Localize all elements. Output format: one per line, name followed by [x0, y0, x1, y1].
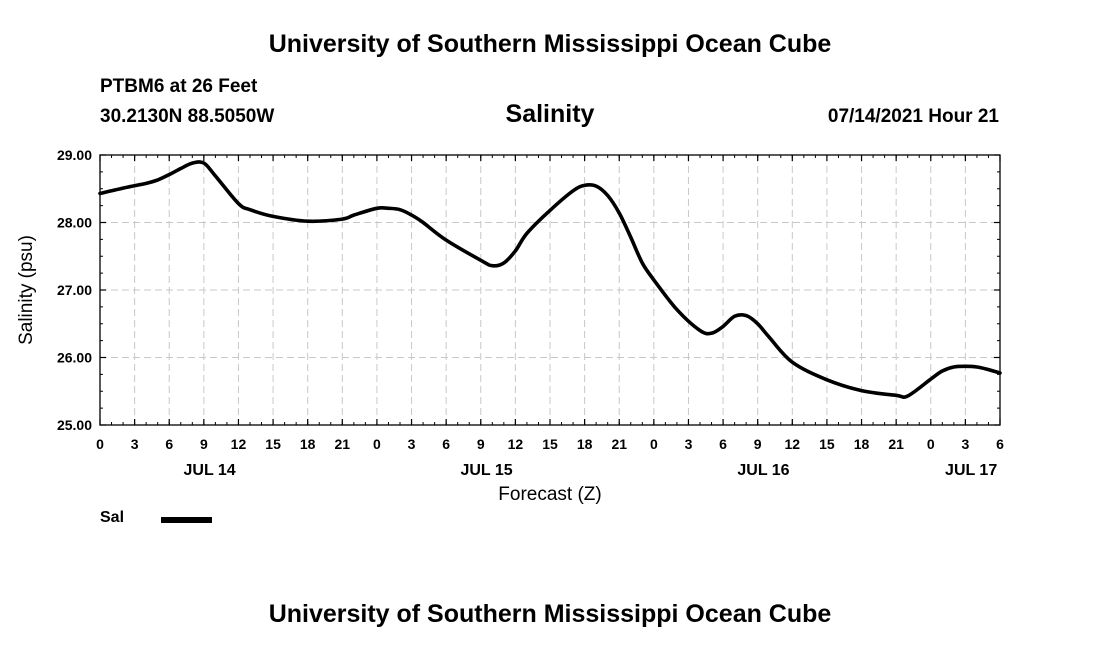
footer-title: University of Southern Mississippi Ocean…: [268, 600, 832, 628]
x-tick-label: 9: [200, 436, 208, 452]
x-tick-label: 0: [650, 436, 658, 452]
chart-title: Salinity: [505, 100, 595, 128]
x-tick-label: 9: [754, 436, 762, 452]
x-date-label: JUL 16: [737, 462, 789, 479]
series-line-sal: [98, 160, 1002, 400]
axis-ticks: [99, 154, 1001, 426]
x-tick-label: 3: [961, 436, 969, 452]
x-tick-label: 15: [265, 436, 281, 452]
x-tick-label: 0: [96, 436, 104, 452]
y-tick-label: 29.00: [57, 147, 92, 163]
x-date-label: JUL 14: [184, 462, 236, 479]
x-tick-label: 12: [785, 436, 801, 452]
x-tick-label: 6: [442, 436, 450, 452]
x-tick-label: 12: [231, 436, 247, 452]
y-axis-label: Salinity (psu): [16, 235, 37, 345]
x-axis-label: Forecast (Z): [498, 484, 601, 505]
x-tick-label: 6: [719, 436, 727, 452]
y-tick-label: 26.00: [57, 350, 92, 366]
forecast-timestamp: 07/14/2021 Hour 21: [827, 106, 999, 127]
legend-label-sal: Sal: [100, 509, 125, 526]
page-title: University of Southern Mississippi Ocean…: [268, 30, 832, 58]
x-tick-label: 9: [477, 436, 485, 452]
y-tick-label: 27.00: [57, 282, 92, 298]
x-tick-label: 15: [542, 436, 558, 452]
x-date-label: JUL 15: [460, 462, 512, 479]
x-tick-label: 15: [819, 436, 835, 452]
station-name: PTBM6 at 26 Feet: [100, 76, 258, 97]
tick-labels: 25.00 26.00 27.00 28.00 29.00 0 3 6 9 12 15 18 21 0 3 6…: [57, 147, 1004, 479]
x-tick-label: 3: [685, 436, 693, 452]
x-tick-label: 0: [373, 436, 381, 452]
x-tick-label: 21: [335, 436, 351, 452]
x-tick-label: 18: [854, 436, 870, 452]
x-date-label: JUL 17: [945, 462, 997, 479]
x-tick-label: 6: [165, 436, 173, 452]
x-tick-label: 0: [927, 436, 935, 452]
x-tick-label: 12: [508, 436, 524, 452]
x-tick-label: 21: [888, 436, 904, 452]
x-tick-label: 18: [577, 436, 593, 452]
x-tick-label: 21: [611, 436, 627, 452]
x-tick-label: 6: [996, 436, 1004, 452]
x-tick-label: 18: [300, 436, 316, 452]
grid-lines: [100, 155, 1000, 425]
x-tick-label: 3: [131, 436, 139, 452]
y-tick-label: 28.00: [57, 215, 92, 231]
station-coordinates: 30.2130N 88.5050W: [100, 106, 275, 127]
y-tick-label: 25.00: [57, 417, 92, 433]
x-tick-label: 3: [408, 436, 416, 452]
